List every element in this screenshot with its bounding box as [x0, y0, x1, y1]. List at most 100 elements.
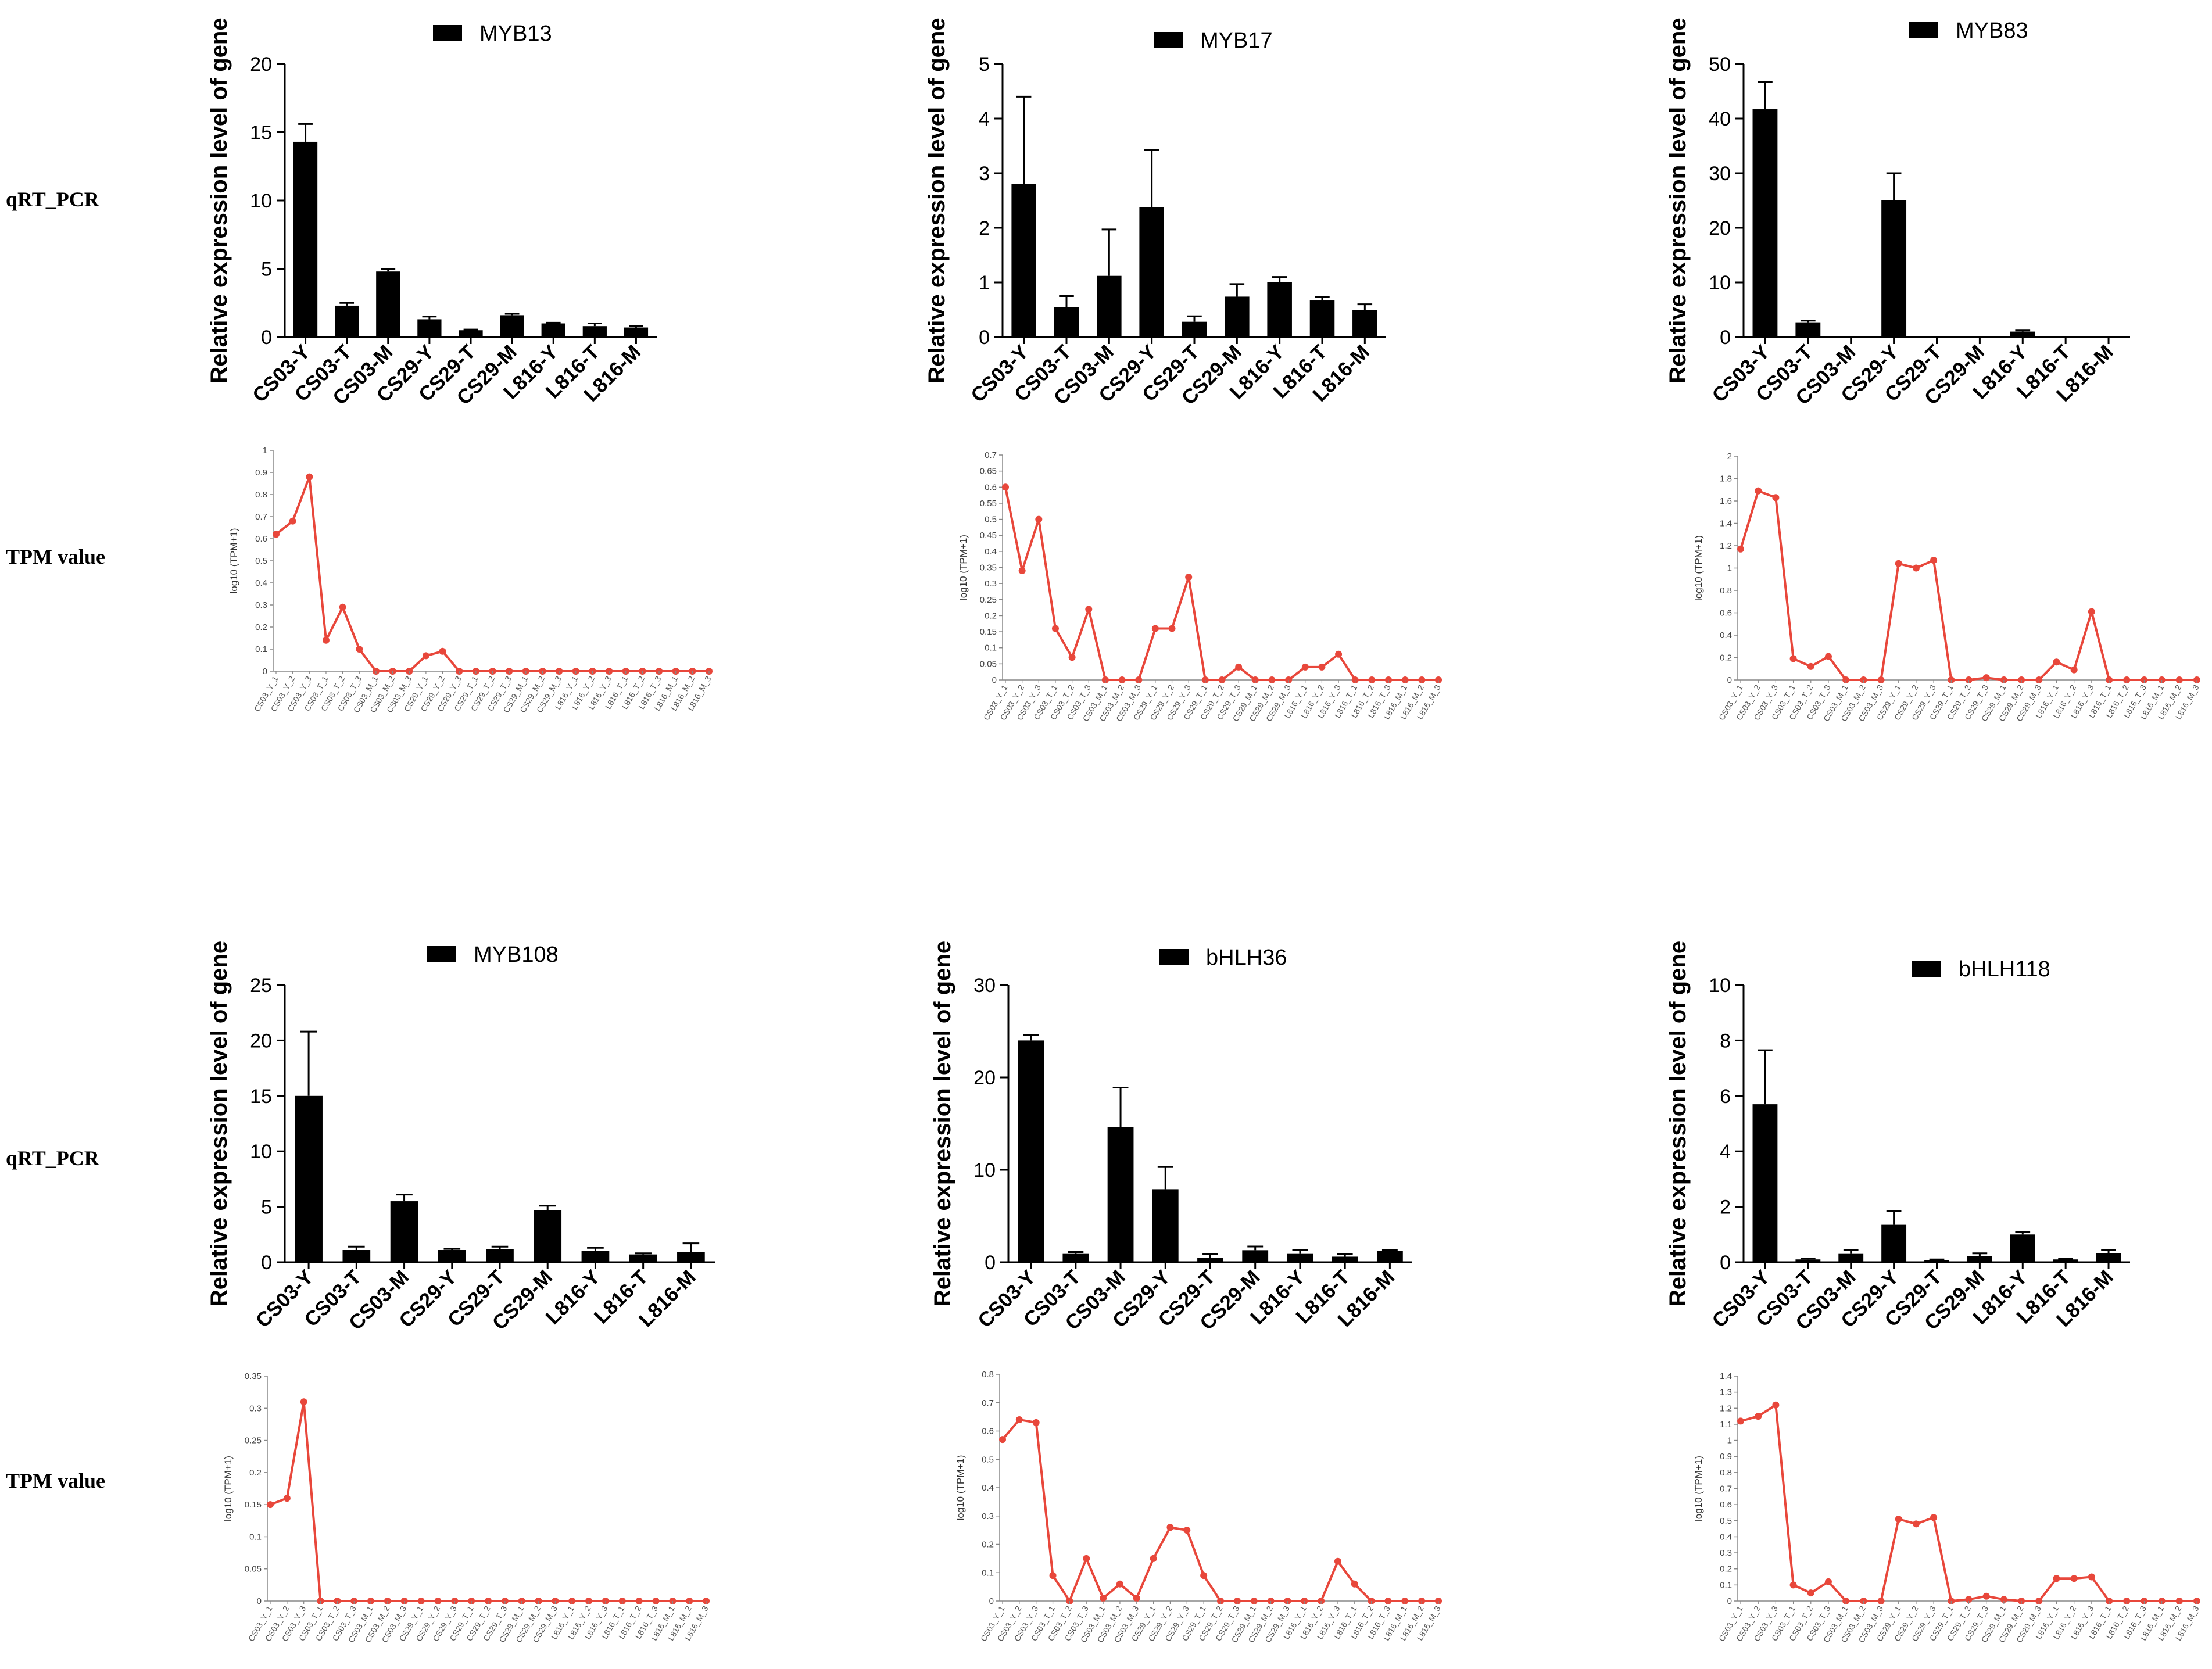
myb13-bar-legend-swatch [433, 25, 462, 41]
myb83-tpm-y-tick-label: 0.8 [1720, 586, 1732, 596]
bhlh118-tpm-point-cs29-y-2 [1912, 1520, 1920, 1528]
myb83-bar-y-axis-title: Relative expression level of gene [1665, 17, 1691, 383]
bhlh118-bar-bar-l816-y [2010, 1234, 2035, 1262]
bhlh36-tpm-y-tick-label: 0.1 [982, 1568, 994, 1578]
myb17-bar-bar-cs29-y [1139, 207, 1164, 337]
myb13-bar-bar-cs03-m [376, 271, 400, 337]
bhlh118-tpm-point-cs03-t-1 [1789, 1581, 1797, 1589]
bhlh36-bar-y-tick-label: 30 [973, 975, 996, 997]
myb108-bar-y-tick-label: 5 [261, 1197, 272, 1219]
bhlh118-tpm-y-tick-label: 1.1 [1720, 1420, 1732, 1430]
myb17-tpm-point-cs29-y-2 [1168, 625, 1176, 632]
myb13-tpm-y-tick-label: 1 [263, 446, 267, 456]
myb17-bar-bar-l816-y [1267, 282, 1292, 337]
bhlh118-bar-bar-cs03-y [1752, 1104, 1778, 1262]
bhlh118-tpm-y-tick-label: 0.5 [1720, 1516, 1732, 1526]
myb13-tpm-point-cs29-y-1 [422, 652, 429, 660]
myb13-bar-bar-l816-m [624, 327, 649, 337]
myb13-tpm-y-tick-label: 0.5 [255, 556, 267, 566]
bhlh36-bar-bar-l816-m [1376, 1251, 1403, 1262]
myb17-tpm-y-tick-label: 0.7 [985, 450, 997, 460]
myb108-tpm-y-tick-label: 0.05 [245, 1564, 262, 1574]
row-label-tpm-top: TPM value [6, 545, 105, 568]
myb17-tpm-y-axis-title: log10 (TPM+1) [958, 535, 969, 600]
myb13-bar-y-tick-label: 20 [250, 53, 272, 76]
myb13-bar-chart: 0 5 10 15 20 Relative expression level of gen… [206, 17, 657, 409]
bhlh36-tpm-y-tick-label: 0.3 [982, 1512, 994, 1521]
bhlh118-bar-bar-cs29-t [1924, 1260, 1949, 1262]
myb17-tpm-point-cs29-y-1 [1151, 625, 1159, 632]
myb108-tpm-y-tick-label: 0.2 [249, 1468, 262, 1478]
myb17-bar-y-tick-label: 3 [979, 163, 990, 185]
bhlh36-tpm-point-cs29-y-1 [1150, 1555, 1157, 1562]
myb17-bar-bar-cs29-m [1225, 296, 1250, 337]
myb108-bar-bar-cs29-m [534, 1210, 562, 1262]
bhlh118-bar-y-tick-label: 8 [1720, 1030, 1731, 1052]
bhlh118-tpm-point-l816-y-1 [2053, 1575, 2060, 1582]
bhlh118-tpm-point-l816-y-2 [2070, 1575, 2078, 1582]
myb17-tpm-point-cs03-t-2 [1068, 654, 1076, 661]
myb13-tpm-y-tick-label: 0.3 [255, 600, 267, 610]
bhlh36-tpm-point-cs29-t-1 [1200, 1572, 1208, 1580]
myb83-tpm-point-cs03-y-3 [1772, 494, 1780, 502]
bhlh36-tpm-point-l816-y-3 [1334, 1557, 1341, 1565]
myb83-tpm-point-cs29-y-3 [1930, 557, 1938, 564]
bhlh118-tpm-y-tick-label: 0.8 [1720, 1468, 1732, 1478]
myb83-tpm-point-l816-y-3 [2088, 608, 2095, 615]
myb17-tpm-point-cs29-t-3 [1235, 663, 1243, 671]
myb17-bar-legend-swatch [1154, 32, 1183, 48]
myb108-tpm-y-tick-label: 0.25 [245, 1436, 262, 1446]
myb13-tpm-point-cs03-t-2 [339, 603, 346, 611]
myb17-tpm-line-chart: 0 0.05 0.1 0.15 0.2 0.25 0.3 0.35 0.4 0.45 0.5 0.55… [958, 450, 1443, 723]
bhlh36-tpm-point-cs03-m-3 [1133, 1595, 1140, 1602]
bhlh36-tpm-point-cs03-y-3 [1032, 1419, 1040, 1426]
bhlh36-tpm-point-cs03-t-3 [1083, 1555, 1090, 1562]
bhlh36-tpm-point-cs03-y-2 [1015, 1416, 1023, 1423]
myb13-bar-bar-l816-y [541, 323, 565, 337]
myb13-tpm-y-tick-label: 0.8 [255, 490, 267, 500]
myb108-bar-y-tick-label: 20 [250, 1030, 272, 1052]
myb13-tpm-y-axis-title: log10 (TPM+1) [228, 528, 239, 594]
myb17-tpm-point-l816-y-3 [1335, 650, 1343, 658]
myb83-tpm-point-cs29-t-3 [1982, 674, 1990, 682]
myb108-tpm-point-cs03-y-2 [283, 1495, 291, 1502]
myb17-bar-bar-l816-t [1309, 300, 1335, 337]
bhlh118-tpm-point-cs29-t-2 [1965, 1596, 1973, 1603]
myb17-tpm-point-l816-y-1 [1301, 663, 1309, 671]
myb13-tpm-series-line [275, 475, 709, 672]
myb108-bar-bar-cs29-y [438, 1250, 466, 1262]
bhlh118-tpm-y-tick-label: 0 [1727, 1596, 1732, 1606]
myb83-tpm-point-cs03-y-1 [1737, 545, 1744, 553]
myb83-tpm-y-axis-title: log10 (TPM+1) [1693, 535, 1704, 601]
myb108-tpm-series-line [270, 1401, 706, 1602]
bhlh36-tpm-y-tick-label: 0.4 [982, 1483, 994, 1493]
myb17-tpm-y-tick-label: 0.3 [985, 579, 997, 589]
bhlh118-tpm-point-cs29-t-3 [1982, 1592, 1990, 1600]
myb13-tpm-line-chart: 0 0.1 0.2 0.3 0.4 0.5 0.6 0.7 0.8 0.9 1 log10 (TPM+… [228, 446, 713, 714]
myb17-tpm-y-tick-label: 0.2 [985, 611, 997, 621]
myb17-bar-legend-label: MYB17 [1200, 28, 1273, 53]
row-label-tpm-bottom: TPM value [6, 1469, 105, 1492]
bhlh118-bar-bar-cs29-m [1967, 1256, 1992, 1262]
myb17-tpm-y-tick-label: 0 [992, 675, 997, 685]
myb17-tpm-point-cs03-t-3 [1085, 606, 1093, 613]
myb83-bar-y-tick-label: 20 [1709, 217, 1731, 239]
bhlh118-tpm-point-cs29-y-3 [1930, 1514, 1938, 1521]
myb17-tpm-point-cs29-y-3 [1185, 574, 1193, 581]
myb108-tpm-y-tick-label: 0.1 [249, 1532, 262, 1542]
bhlh118-tpm-y-tick-label: 1.2 [1720, 1403, 1732, 1413]
myb108-tpm-y-tick-label: 0 [257, 1596, 262, 1606]
myb83-tpm-y-tick-label: 1.8 [1720, 474, 1732, 484]
myb13-tpm-point-cs03-t-3 [356, 646, 363, 653]
myb83-bar-legend-label: MYB83 [1956, 19, 2028, 43]
myb17-tpm-y-tick-label: 0.05 [980, 659, 997, 669]
bhlh118-bar-y-axis-title: Relative expression level of gene [1665, 941, 1691, 1306]
bhlh36-tpm-y-tick-label: 0.5 [982, 1455, 994, 1464]
bhlh36-tpm-point-cs03-m-2 [1116, 1580, 1123, 1588]
bhlh118-bar-y-tick-label: 2 [1720, 1197, 1731, 1219]
myb83-tpm-point-cs03-t-1 [1789, 655, 1797, 662]
myb83-bar-y-tick-label: 30 [1709, 163, 1731, 185]
myb17-bar-y-tick-label: 0 [979, 327, 990, 349]
